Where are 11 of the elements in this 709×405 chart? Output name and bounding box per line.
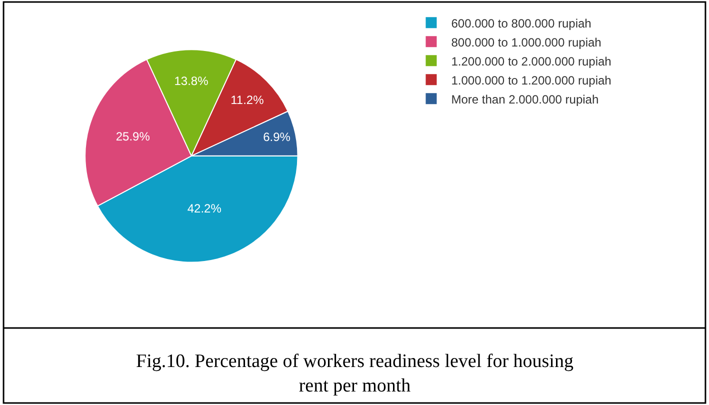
legend-label: More than 2.000.000 rupiah [451,92,599,106]
legend-label: 1.000.000 to 1.200.000 rupiah [451,73,612,88]
legend-label: 1.200.000 to 2.000.000 rupiah [451,54,612,68]
data-label: 13.8% [174,74,209,88]
legend-label: 600.000 to 800.000 rupiah [451,16,592,30]
caption: Fig.10. Percentage of workers readiness level for housing rent per month [136,351,574,397]
data-label: 42.2% [187,201,222,216]
data-label: 11.2% [230,93,264,107]
data-label: 6.9% [263,130,291,144]
legend-label: 800.000 to 1.000.000 rupiah [451,35,602,50]
data-label: 25.9% [116,129,150,144]
